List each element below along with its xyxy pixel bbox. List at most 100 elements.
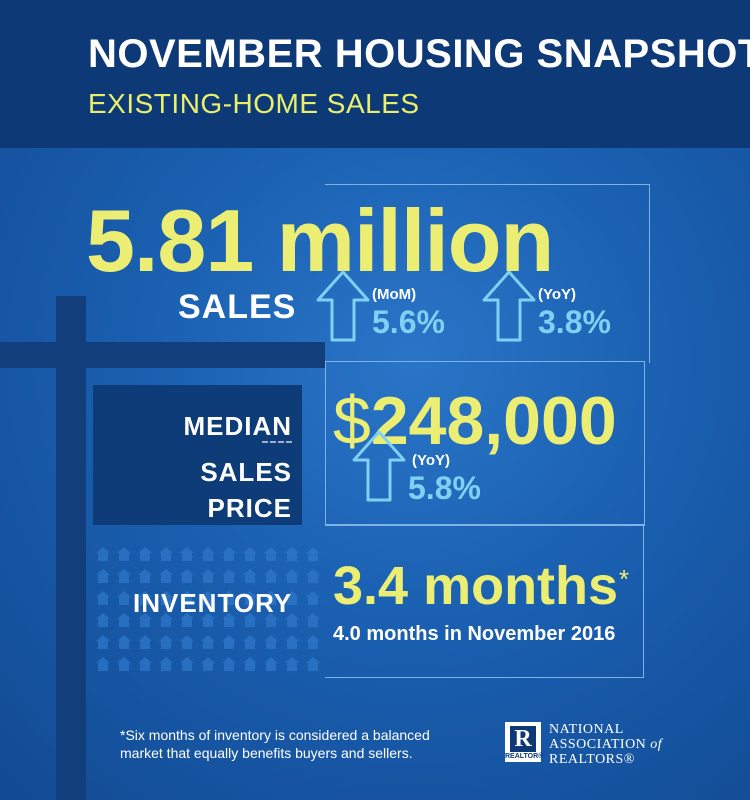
house-icon — [239, 540, 260, 562]
house-icon — [302, 562, 323, 584]
house-icon — [197, 562, 218, 584]
house-icon — [92, 584, 113, 606]
sign-panel — [93, 385, 302, 525]
up-arrow-icon — [316, 270, 370, 342]
house-icon — [218, 562, 239, 584]
house-icon — [281, 650, 302, 672]
house-icon — [260, 562, 281, 584]
house-icon — [218, 628, 239, 650]
realtor-logo: R REALTOR® — [505, 722, 544, 762]
footnote-line2: market that equally benefits buyers and … — [120, 745, 413, 761]
house-icon — [218, 540, 239, 562]
house-icon — [92, 606, 113, 628]
house-icon — [302, 628, 323, 650]
house-icon — [281, 584, 302, 606]
house-icon — [176, 562, 197, 584]
nar-line2a: ASSOCIATION — [549, 737, 647, 752]
median-price-label: MEDIAN SALES PRICE — [120, 408, 292, 526]
house-icon — [281, 628, 302, 650]
median-label-line1: MEDIAN — [183, 411, 292, 441]
mom-value: 5.6% — [372, 304, 445, 340]
house-icon — [113, 628, 134, 650]
house-icon — [92, 628, 113, 650]
house-icon — [302, 650, 323, 672]
house-icon — [155, 650, 176, 672]
sales-frame — [325, 184, 650, 363]
inventory-frame — [325, 524, 644, 678]
house-icon — [239, 628, 260, 650]
nar-wordmark: NATIONAL ASSOCIATION of REALTORS® — [549, 722, 662, 767]
header-band: NOVEMBER HOUSING SNAPSHOT EXISTING-HOME … — [0, 0, 750, 148]
house-icon — [239, 606, 260, 628]
house-icon — [155, 606, 176, 628]
up-arrow-icon — [352, 430, 406, 502]
house-icon — [197, 628, 218, 650]
house-icon — [113, 584, 134, 606]
house-icon — [134, 606, 155, 628]
house-icon — [218, 606, 239, 628]
inventory-asterisk: * — [619, 564, 630, 594]
house-icon — [281, 540, 302, 562]
price-yoy-tag: (YoY) — [412, 452, 451, 469]
house-icon — [239, 562, 260, 584]
house-icon — [155, 562, 176, 584]
house-icon — [239, 584, 260, 606]
house-icon — [113, 606, 134, 628]
nar-line3: REALTORS® — [549, 752, 635, 767]
sign-post — [56, 296, 86, 800]
house-icon — [176, 606, 197, 628]
nar-line1: NATIONAL — [549, 722, 624, 737]
house-icon — [176, 540, 197, 562]
house-icon — [260, 650, 281, 672]
house-icon — [134, 584, 155, 606]
house-icon — [134, 628, 155, 650]
house-icon — [281, 606, 302, 628]
house-icon — [197, 650, 218, 672]
price-number: 248,000 — [370, 383, 617, 459]
house-icon — [260, 628, 281, 650]
house-grid — [92, 540, 323, 672]
house-icon — [260, 584, 281, 606]
house-icon — [92, 650, 113, 672]
inventory-label: INVENTORY — [133, 588, 293, 618]
house-icon — [302, 584, 323, 606]
inventory-value: 3.4 months — [333, 556, 619, 616]
footnote: *Six months of inventory is considered a… — [120, 726, 450, 762]
realtor-r-mark: R — [510, 726, 536, 752]
house-icon — [113, 650, 134, 672]
house-icon — [197, 584, 218, 606]
nar-line2b: of — [650, 737, 663, 752]
median-label-line2: SALES PRICE — [200, 457, 292, 523]
median-price-value: $248,000 — [333, 382, 617, 460]
house-icon — [155, 584, 176, 606]
nar-line2: ASSOCIATION of — [549, 737, 662, 752]
realtor-caption: REALTOR® — [505, 753, 544, 760]
house-icon — [302, 606, 323, 628]
mom-tag: (MoM) — [372, 286, 417, 303]
inventory-comparison: 4.0 months in November 2016 — [333, 623, 616, 645]
house-icon — [260, 540, 281, 562]
house-icon — [134, 650, 155, 672]
house-icon — [134, 562, 155, 584]
sales-label: SALES — [178, 288, 297, 326]
up-arrow-icon — [482, 270, 536, 342]
house-icon — [197, 606, 218, 628]
house-icon — [281, 562, 302, 584]
house-icon — [176, 584, 197, 606]
page-title: NOVEMBER HOUSING SNAPSHOT — [88, 32, 750, 76]
house-icon — [302, 540, 323, 562]
house-icon — [92, 562, 113, 584]
price-frame — [325, 361, 645, 526]
house-icon — [113, 562, 134, 584]
house-icon — [92, 540, 113, 562]
divider — [262, 441, 292, 443]
page-subtitle: EXISTING-HOME SALES — [88, 88, 420, 119]
house-icon — [218, 584, 239, 606]
house-icon — [176, 628, 197, 650]
house-icon — [155, 540, 176, 562]
house-icon — [239, 650, 260, 672]
house-icon — [134, 540, 155, 562]
house-icon — [218, 650, 239, 672]
house-icon — [113, 540, 134, 562]
